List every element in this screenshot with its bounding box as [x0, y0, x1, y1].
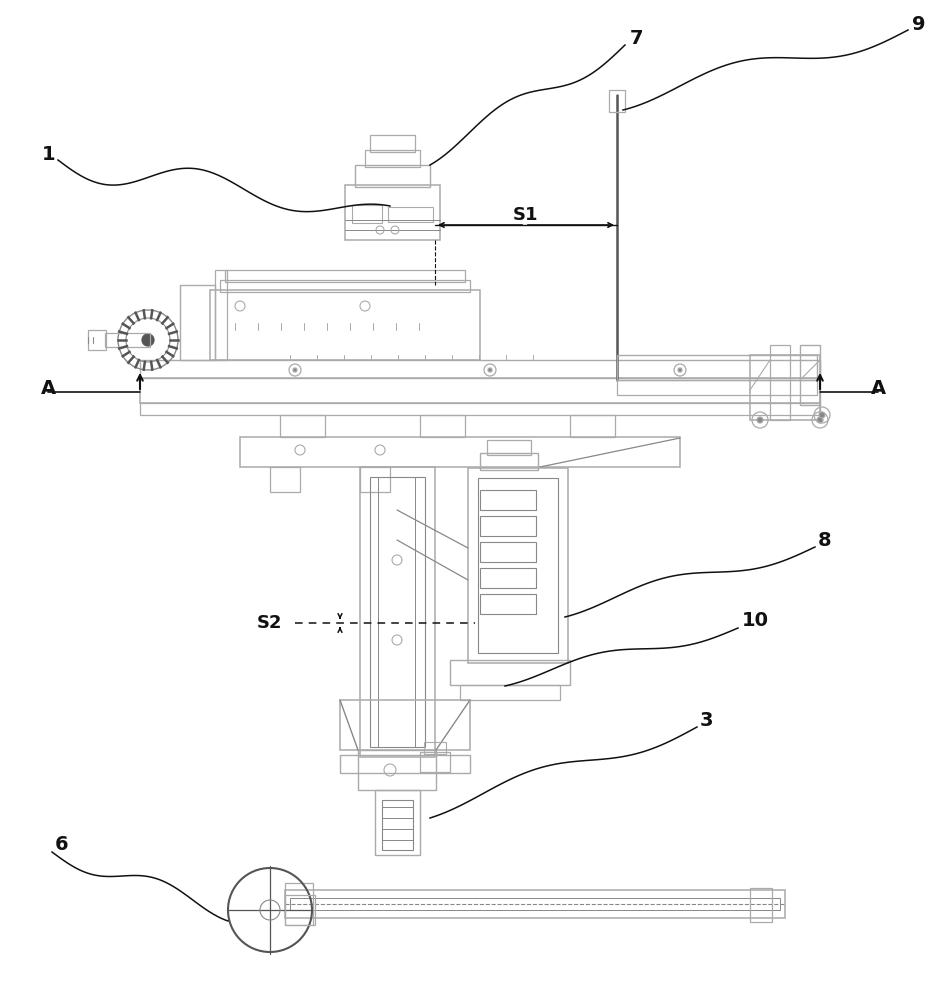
Text: S1: S1 — [513, 206, 538, 224]
Text: A: A — [41, 378, 56, 397]
Bar — [770, 345, 790, 420]
Circle shape — [293, 368, 297, 372]
Bar — [140, 403, 820, 415]
Bar — [280, 415, 325, 437]
Bar — [468, 468, 568, 663]
Bar — [750, 355, 820, 420]
Circle shape — [142, 334, 154, 346]
Circle shape — [678, 368, 682, 372]
Bar — [478, 478, 558, 653]
Bar — [355, 165, 430, 187]
Bar — [617, 380, 817, 395]
Bar — [480, 490, 536, 510]
Bar — [285, 883, 313, 925]
Bar — [420, 415, 465, 437]
Bar — [360, 467, 390, 492]
Bar — [382, 800, 413, 850]
Bar — [450, 660, 570, 685]
Bar — [210, 290, 480, 360]
Bar — [140, 360, 820, 378]
Bar — [420, 752, 450, 772]
Bar — [375, 790, 420, 855]
Bar — [140, 378, 820, 403]
Bar — [88, 330, 106, 350]
Bar — [480, 453, 538, 470]
Bar — [487, 440, 531, 455]
Bar — [220, 280, 470, 292]
Bar — [480, 516, 536, 536]
Bar — [460, 685, 560, 700]
Circle shape — [757, 417, 763, 423]
Circle shape — [819, 412, 825, 418]
Text: 7: 7 — [630, 28, 644, 47]
Bar — [370, 477, 425, 747]
Bar — [270, 467, 300, 492]
Bar — [480, 568, 536, 588]
Bar — [290, 898, 780, 910]
Circle shape — [488, 368, 492, 372]
Bar — [480, 542, 536, 562]
Bar — [345, 185, 440, 240]
Bar — [358, 750, 436, 790]
Bar — [360, 467, 435, 757]
Bar — [609, 90, 625, 112]
Bar — [617, 355, 817, 380]
Text: 9: 9 — [912, 15, 925, 34]
Bar — [365, 150, 420, 167]
Bar — [750, 888, 772, 922]
Bar — [570, 415, 615, 437]
Circle shape — [817, 417, 823, 423]
Text: 6: 6 — [55, 836, 69, 854]
Bar — [180, 285, 215, 360]
Text: 1: 1 — [42, 145, 56, 164]
Bar — [340, 700, 470, 750]
Bar — [285, 890, 785, 918]
Text: A: A — [870, 378, 885, 397]
Text: 3: 3 — [700, 710, 714, 730]
Text: S2: S2 — [258, 614, 283, 632]
Bar — [388, 207, 433, 222]
Bar — [105, 333, 150, 347]
Bar — [480, 594, 536, 614]
Text: 8: 8 — [818, 530, 832, 550]
Bar — [424, 742, 446, 754]
Bar — [285, 895, 315, 925]
Bar — [352, 205, 382, 223]
Text: 10: 10 — [742, 610, 769, 630]
Bar — [340, 755, 470, 773]
Bar — [370, 135, 415, 152]
Bar — [800, 345, 820, 405]
Bar — [215, 270, 227, 360]
Bar — [240, 437, 680, 467]
Bar — [225, 270, 465, 282]
